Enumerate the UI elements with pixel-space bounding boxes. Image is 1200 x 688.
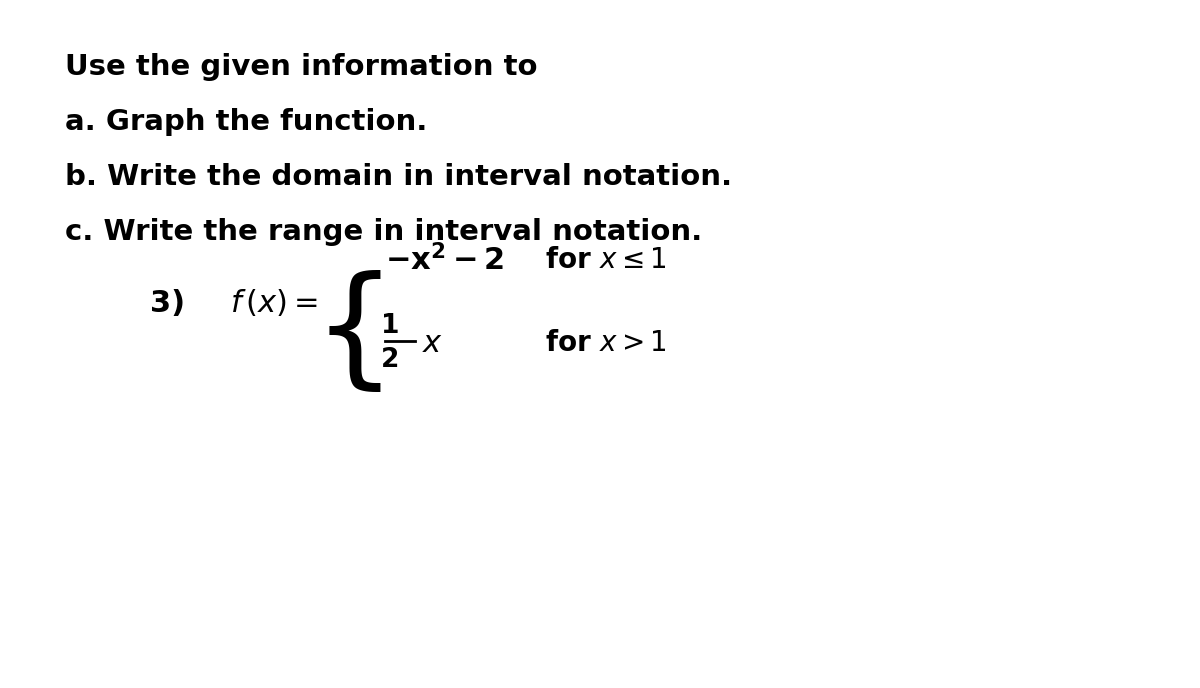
Text: {: { bbox=[313, 270, 397, 396]
Text: for $x > 1$: for $x > 1$ bbox=[545, 329, 667, 357]
Text: $x$: $x$ bbox=[422, 328, 443, 358]
Text: Use the given information to: Use the given information to bbox=[65, 53, 538, 81]
Text: $\mathbf{-x^2 - 2}$: $\mathbf{-x^2 - 2}$ bbox=[385, 244, 504, 277]
Text: c. Write the range in interval notation.: c. Write the range in interval notation. bbox=[65, 218, 702, 246]
Text: a. Graph the function.: a. Graph the function. bbox=[65, 108, 427, 136]
Text: for $x \leq 1$: for $x \leq 1$ bbox=[545, 246, 667, 274]
Text: 3): 3) bbox=[150, 288, 185, 317]
Text: 2: 2 bbox=[380, 347, 400, 373]
Text: 1: 1 bbox=[380, 313, 400, 339]
Text: b. Write the domain in interval notation.: b. Write the domain in interval notation… bbox=[65, 163, 732, 191]
Text: $f\,(x) =$: $f\,(x) =$ bbox=[230, 288, 318, 319]
